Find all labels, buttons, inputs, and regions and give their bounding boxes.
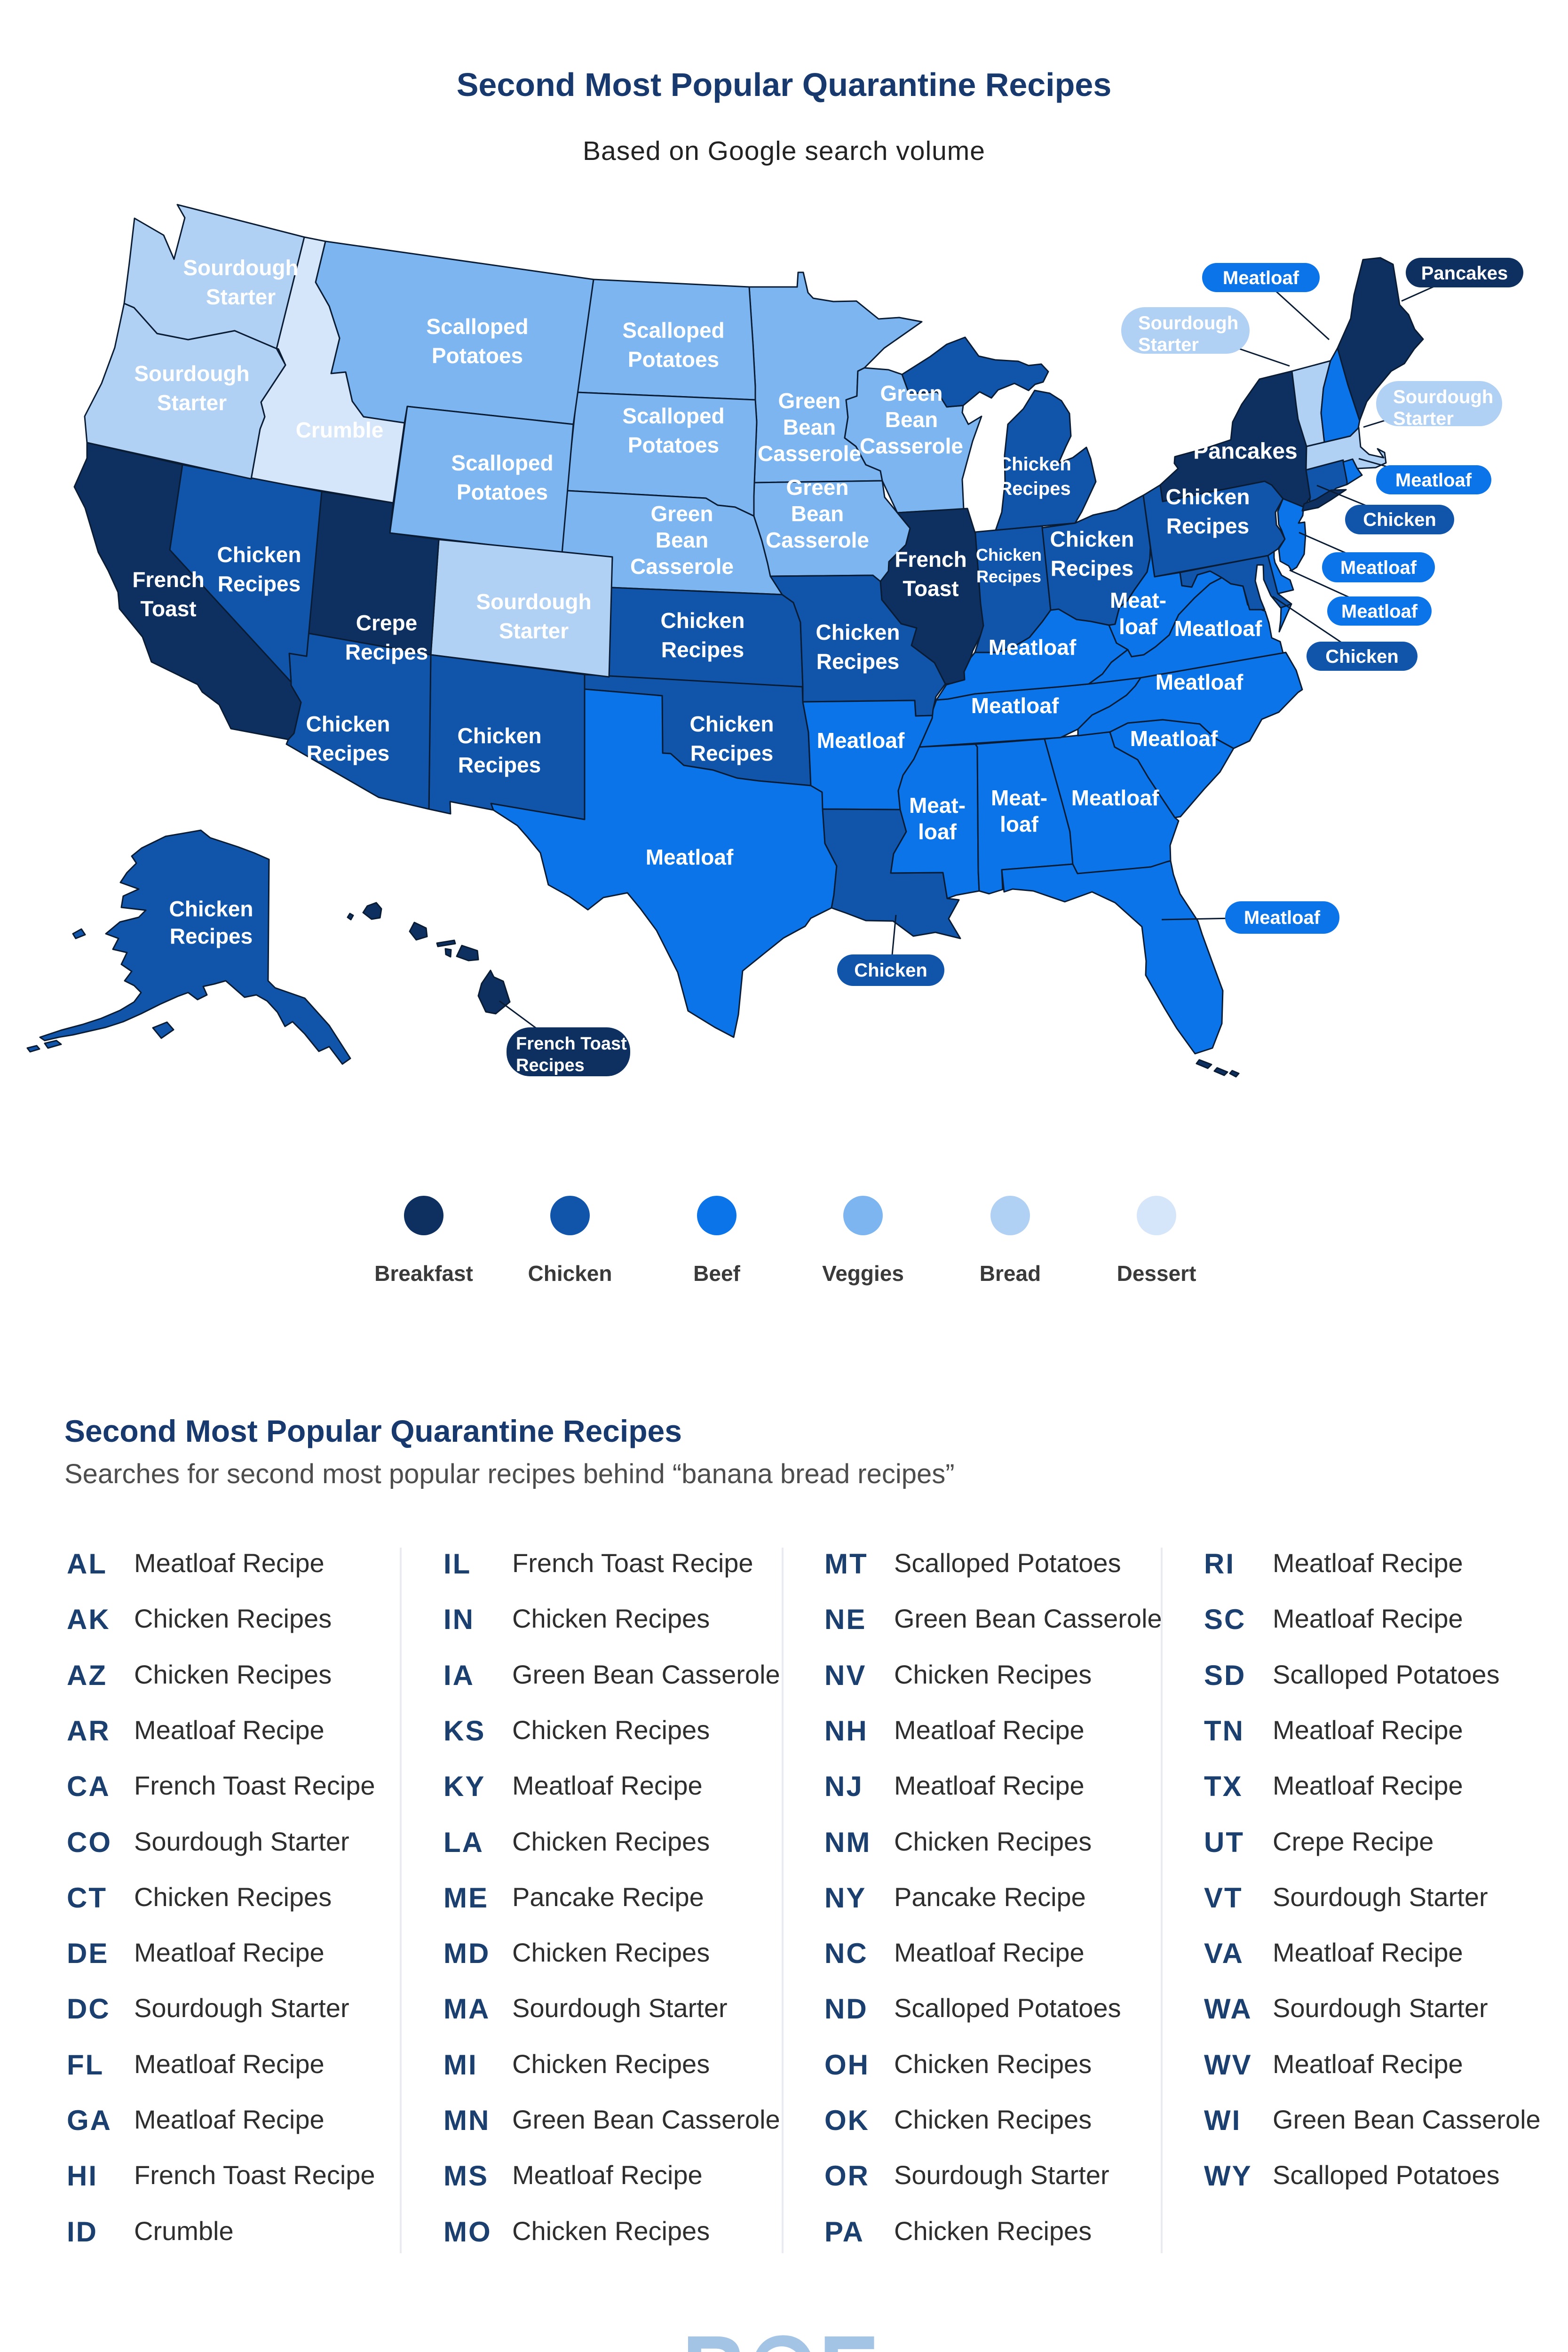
- svg-text:Chicken: Chicken: [661, 608, 745, 633]
- svg-text:Meatloaf: Meatloaf: [1174, 616, 1262, 641]
- svg-text:Meatloaf: Meatloaf: [1395, 470, 1472, 491]
- svg-text:Chicken: Chicken: [976, 545, 1042, 564]
- svg-text:Bean: Bean: [656, 528, 708, 552]
- svg-text:Chicken: Chicken: [217, 542, 301, 567]
- svg-text:Casserole: Casserole: [630, 554, 734, 579]
- svg-text:French: French: [132, 567, 204, 592]
- svg-text:Meatloaf: Meatloaf: [817, 728, 905, 753]
- svg-text:Scalloped: Scalloped: [622, 404, 724, 428]
- svg-text:Chicken: Chicken: [1325, 646, 1399, 667]
- svg-text:Scalloped: Scalloped: [451, 451, 553, 475]
- svg-text:Recipes: Recipes: [345, 640, 428, 664]
- svg-text:Casserole: Casserole: [860, 434, 963, 458]
- svg-text:Chicken: Chicken: [306, 712, 390, 736]
- svg-text:Meatloaf: Meatloaf: [1130, 726, 1218, 751]
- svg-text:Green: Green: [786, 475, 849, 500]
- svg-text:Meat-: Meat-: [909, 793, 966, 818]
- svg-text:Chicken: Chicken: [1166, 485, 1250, 509]
- svg-text:Sourdough: Sourdough: [1138, 313, 1238, 334]
- svg-text:Green: Green: [880, 381, 943, 405]
- svg-text:Starter: Starter: [499, 619, 569, 643]
- svg-text:Potatoes: Potatoes: [432, 343, 523, 368]
- svg-text:French Toast: French Toast: [516, 1034, 627, 1054]
- svg-text:Meatloaf: Meatloaf: [1071, 786, 1159, 810]
- svg-text:Toast: Toast: [140, 596, 196, 621]
- svg-text:Potatoes: Potatoes: [628, 433, 719, 457]
- svg-text:Recipes: Recipes: [218, 572, 301, 596]
- svg-text:Green: Green: [778, 389, 841, 413]
- svg-text:Recipes: Recipes: [458, 753, 541, 777]
- svg-text:Sourdough: Sourdough: [134, 361, 249, 386]
- svg-text:Casserole: Casserole: [758, 441, 861, 466]
- svg-text:Recipes: Recipes: [170, 924, 253, 948]
- svg-text:Meatloaf: Meatloaf: [1156, 670, 1243, 694]
- svg-text:Recipes: Recipes: [998, 478, 1070, 499]
- svg-text:Chicken: Chicken: [169, 897, 253, 921]
- svg-text:Meatloaf: Meatloaf: [971, 693, 1059, 718]
- svg-text:Sourdough: Sourdough: [1393, 387, 1493, 407]
- svg-text:Chicken: Chicken: [854, 960, 927, 981]
- svg-text:Recipes: Recipes: [307, 741, 389, 765]
- svg-text:loaf: loaf: [918, 819, 957, 844]
- svg-text:French: French: [895, 547, 966, 572]
- svg-text:Chicken: Chicken: [1363, 509, 1436, 530]
- svg-text:loaf: loaf: [1119, 614, 1157, 639]
- svg-text:Recipes: Recipes: [976, 567, 1041, 586]
- svg-text:BOE: BOE: [682, 2314, 879, 2352]
- svg-text:Chicken: Chicken: [690, 712, 774, 736]
- svg-text:Pancakes: Pancakes: [1421, 263, 1508, 284]
- svg-text:Bean: Bean: [791, 501, 844, 526]
- svg-text:Starter: Starter: [1393, 408, 1454, 429]
- svg-text:Bean: Bean: [885, 407, 938, 432]
- svg-text:Bean: Bean: [783, 415, 836, 439]
- svg-text:Meatloaf: Meatloaf: [989, 635, 1077, 660]
- svg-text:Green: Green: [651, 501, 713, 526]
- svg-text:Recipes: Recipes: [661, 637, 744, 662]
- svg-text:Starter: Starter: [206, 285, 276, 309]
- svg-text:loaf: loaf: [1000, 812, 1038, 836]
- svg-text:Scalloped: Scalloped: [622, 318, 724, 342]
- svg-text:Meatloaf: Meatloaf: [1244, 907, 1321, 928]
- svg-text:Sourdough: Sourdough: [183, 255, 298, 280]
- svg-text:Recipes: Recipes: [816, 649, 899, 674]
- svg-text:Meatloaf: Meatloaf: [1340, 557, 1417, 578]
- svg-text:Crepe: Crepe: [356, 611, 417, 635]
- svg-text:Recipes: Recipes: [690, 741, 773, 765]
- svg-text:Pancakes: Pancakes: [1193, 439, 1298, 464]
- svg-text:Meat-: Meat-: [991, 786, 1047, 810]
- svg-text:Meatloaf: Meatloaf: [646, 845, 734, 869]
- svg-text:Recipes: Recipes: [1166, 514, 1249, 538]
- svg-text:Starter: Starter: [157, 390, 227, 415]
- svg-text:Potatoes: Potatoes: [457, 480, 548, 504]
- svg-text:Starter: Starter: [1138, 334, 1199, 355]
- svg-text:Casserole: Casserole: [766, 528, 869, 552]
- svg-text:Toast: Toast: [903, 576, 958, 601]
- svg-text:Meatloaf: Meatloaf: [1223, 268, 1299, 288]
- svg-text:Chicken: Chicken: [816, 620, 900, 644]
- svg-text:Chicken: Chicken: [458, 723, 542, 748]
- svg-text:Meatloaf: Meatloaf: [1341, 601, 1418, 622]
- svg-text:Recipes: Recipes: [516, 1056, 585, 1075]
- svg-text:Scalloped: Scalloped: [426, 314, 528, 339]
- svg-text:Chicken: Chicken: [998, 454, 1071, 475]
- svg-text:Sourdough: Sourdough: [476, 589, 591, 614]
- svg-text:Potatoes: Potatoes: [628, 347, 719, 372]
- svg-text:Recipes: Recipes: [1051, 556, 1133, 580]
- svg-text:Meat-: Meat-: [1110, 588, 1166, 612]
- svg-text:Crumble: Crumble: [296, 418, 384, 442]
- svg-text:Chicken: Chicken: [1050, 527, 1134, 551]
